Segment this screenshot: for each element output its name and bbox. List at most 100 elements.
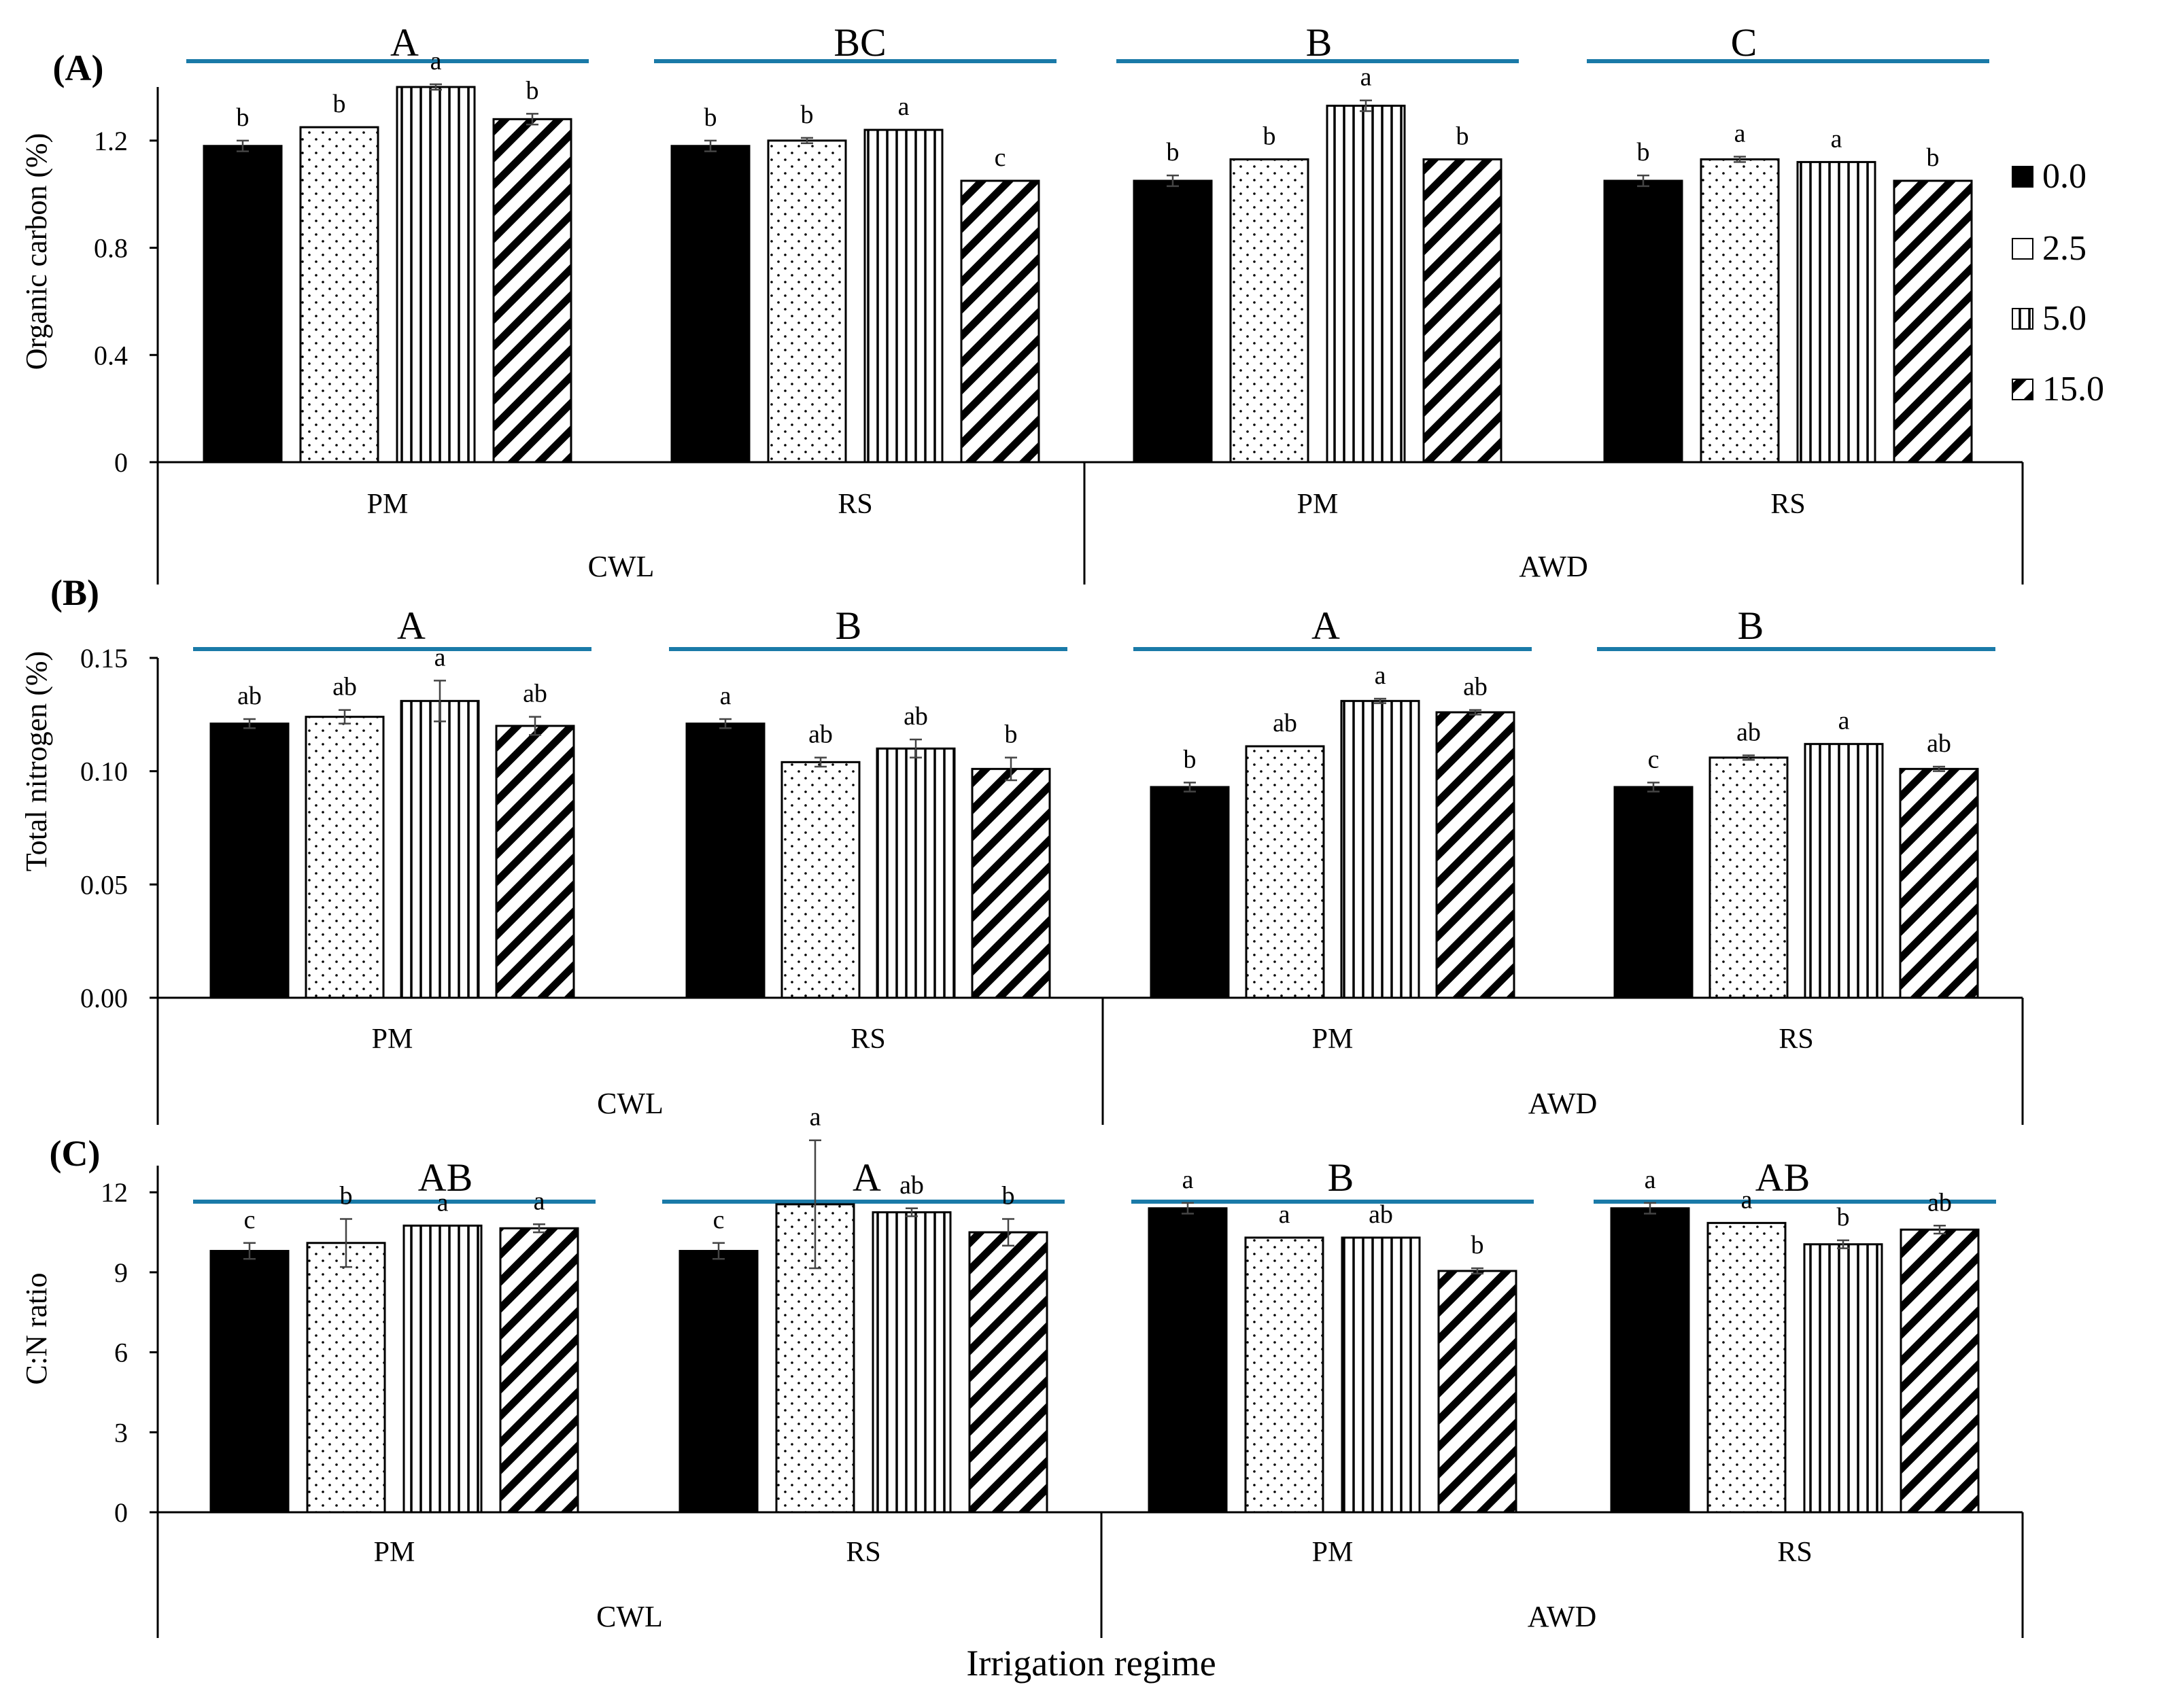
group-significance-letter: B [1328, 1155, 1354, 1200]
bar-letter: ab [237, 682, 262, 710]
amendment-label: PM [1297, 489, 1339, 520]
legend-item-2: 5.0 [2012, 299, 2086, 338]
y-tick-label: 0.4 [94, 340, 128, 370]
bar [1700, 158, 1780, 464]
y-tick-label: 0.8 [94, 233, 128, 264]
bar [306, 1242, 386, 1514]
bar [1613, 786, 1694, 999]
bar-letter: b [801, 101, 814, 129]
chart-panels: (A) Organic carbon (%) 0 0.4 0.8 1.2 CWL AWD PM A… [20, 20, 2024, 1638]
bar-letter: b [1005, 720, 1018, 749]
bar-letter: a [1182, 1166, 1194, 1194]
legend-swatch-1 [2012, 238, 2033, 260]
y-tick-label: 12 [101, 1177, 128, 1208]
y-tick-label: 0.15 [80, 643, 128, 674]
bar [1603, 179, 1683, 464]
bar [209, 722, 290, 999]
bar [670, 145, 751, 464]
amendment-label: RS [1770, 489, 1805, 520]
regime-label: CWL [596, 1600, 663, 1633]
bar-letter: b [1456, 122, 1469, 150]
y-axis-title: Total nitrogen (%) [20, 651, 53, 871]
amendment-label: PM [367, 489, 409, 520]
bar-letter: b [1167, 138, 1180, 167]
amendment-label: RS [846, 1537, 880, 1568]
regime-label: AWD [1528, 1600, 1597, 1633]
bar [402, 1224, 483, 1514]
bar [872, 1211, 952, 1514]
bar [1893, 179, 1973, 464]
bar-letter: a [1741, 1185, 1753, 1214]
bar-letter: b [1927, 143, 1940, 172]
bar-letter: b [333, 90, 346, 118]
bar-letter: ab [899, 1171, 924, 1200]
bar-letter: ab [808, 720, 833, 749]
bar-letter: b [237, 103, 250, 132]
bar [968, 1231, 1048, 1514]
bar [499, 1227, 579, 1514]
bar-letter: b [704, 103, 717, 132]
amendment-label: RS [1777, 1537, 1812, 1568]
bar-letter: a [534, 1187, 545, 1215]
bar [305, 716, 385, 999]
y-tick-label: 9 [114, 1257, 128, 1288]
group-significance-letter: A [397, 604, 426, 648]
bar [1796, 160, 1876, 464]
bar-letter: a [1375, 661, 1386, 690]
bar [1340, 699, 1420, 999]
y-tick-label: 0.00 [80, 983, 128, 1013]
group-significance-letter: A [390, 20, 419, 65]
bar [1229, 158, 1309, 464]
bar-letter: b [526, 76, 539, 105]
bar-letter: b [1263, 122, 1276, 150]
bar [863, 128, 944, 464]
bar [971, 767, 1051, 999]
bar [780, 761, 861, 999]
regime-label: AWD [1519, 550, 1588, 583]
group-significance-letter: B [836, 604, 862, 648]
legend-label-3: 15.0 [2042, 370, 2104, 408]
bar-letter: b [1837, 1203, 1850, 1232]
bar [1422, 158, 1502, 464]
y-tick-label: 0.05 [80, 869, 128, 900]
legend-swatch-0 [2012, 166, 2033, 188]
legend-swatch-3 [2012, 379, 2033, 400]
bar [209, 1250, 290, 1514]
y-tick-label: 0.10 [80, 756, 128, 787]
bar-letter: a [1734, 120, 1746, 148]
bar-letter: b [1002, 1181, 1015, 1210]
bar-letter: a [1279, 1200, 1290, 1229]
bar [1244, 1236, 1324, 1514]
bar [876, 747, 956, 999]
bar-letter: a [1645, 1166, 1656, 1194]
regime-label: CWL [588, 550, 655, 583]
bar [203, 145, 283, 464]
bar [1437, 1270, 1517, 1514]
legend-item-0: 0.0 [2012, 157, 2086, 196]
x-axis-title: Irrigation regime [966, 1643, 1216, 1684]
group-significance-letter: B [1306, 20, 1333, 65]
regime-label: CWL [597, 1087, 664, 1120]
bar [400, 699, 480, 999]
bar [685, 722, 766, 999]
bar-letter: ab [1736, 718, 1761, 746]
group-significance-letter: AB [418, 1155, 473, 1200]
bar-letter: ab [1369, 1200, 1393, 1229]
amendment-label: RS [851, 1024, 885, 1055]
group-significance-letter: BC [834, 20, 886, 65]
amendment-label: PM [1312, 1024, 1354, 1055]
panel-label: (B) [50, 572, 99, 613]
legend-swatch-2 [2012, 308, 2033, 330]
bar-letter: ab [523, 680, 547, 708]
y-axis-title: Organic carbon (%) [20, 133, 53, 370]
bar [1326, 105, 1406, 464]
bar [299, 126, 379, 464]
group-significance-letter: C [1731, 20, 1757, 65]
bar [1148, 1207, 1228, 1514]
bar [1133, 179, 1213, 464]
group-significance-letter: AB [1755, 1155, 1810, 1200]
legend: 0.0 2.5 5.0 15.0 [2012, 157, 2104, 408]
bar [1708, 756, 1789, 999]
bar-letter: c [713, 1206, 725, 1234]
